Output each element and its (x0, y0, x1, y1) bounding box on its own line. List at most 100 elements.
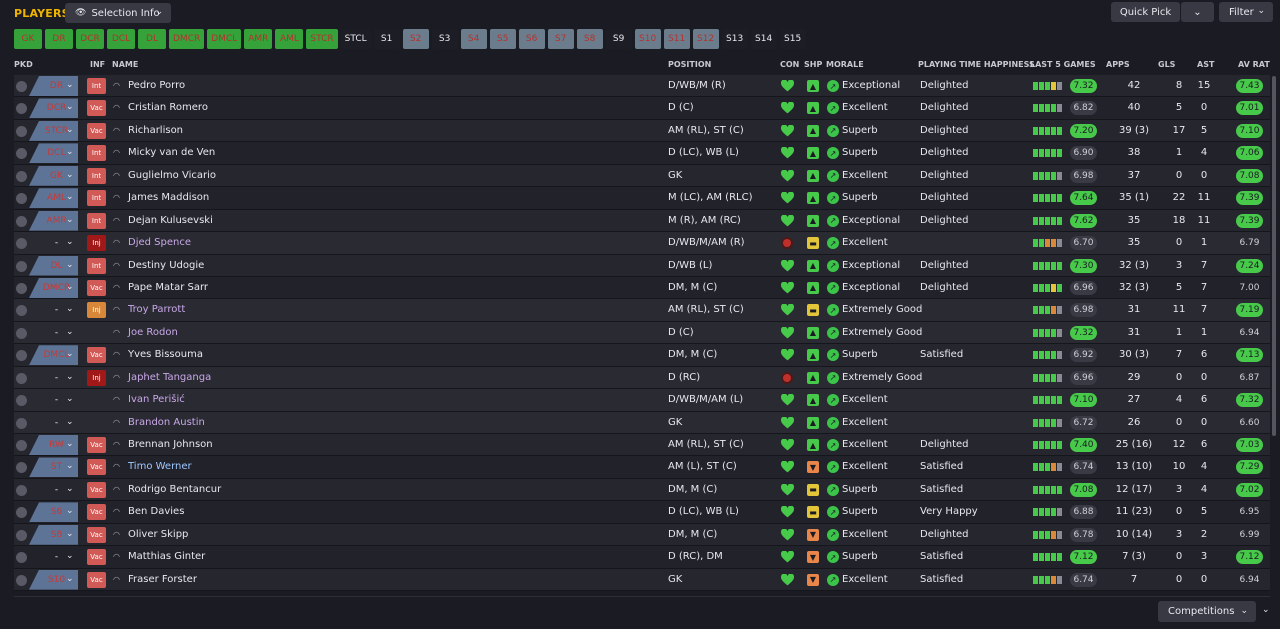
player-name[interactable]: Djed Spence (128, 237, 191, 249)
picked-position-select[interactable]: ST (29, 457, 78, 478)
position-chip[interactable]: S8 (576, 29, 603, 49)
player-name[interactable]: James Maddison (128, 192, 210, 204)
chevron-down-icon[interactable]: ⌄ (66, 169, 74, 180)
player-name[interactable]: Brennan Johnson (128, 439, 213, 450)
position-chip[interactable]: AML (275, 29, 304, 49)
player-name[interactable]: Cristian Romero (128, 102, 208, 114)
player-name[interactable]: Yves Bissouma (128, 349, 203, 361)
quick-pick-button[interactable]: Quick Pick (1111, 2, 1180, 22)
table-row[interactable]: DR ⌄ Int ◠ Pedro Porro D/WB/M (R) ▲ ↗ Exceptiona… (14, 75, 1270, 98)
player-name[interactable]: Pedro Porro (128, 80, 186, 91)
chevron-down-icon[interactable]: ⌄ (66, 326, 74, 337)
chevron-down-icon[interactable]: ⌄ (66, 102, 74, 113)
select-checkbox[interactable] (16, 462, 27, 474)
select-checkbox[interactable] (16, 215, 27, 227)
filter-button[interactable]: Filter ⌄ (1219, 2, 1273, 22)
position-chip[interactable]: STCL (340, 29, 371, 49)
player-name[interactable]: Richarlison (128, 124, 184, 136)
col-last5[interactable]: LAST 5 GAMES (1030, 60, 1096, 69)
player-name[interactable]: Micky van de Ven (128, 147, 216, 159)
select-checkbox[interactable] (16, 81, 27, 92)
picked-position-select[interactable]: - (54, 417, 59, 428)
col-happiness[interactable]: PLAYING TIME HAPPINESS (918, 60, 1035, 69)
picked-position-select[interactable]: AMR (29, 210, 78, 231)
table-row[interactable]: DCR ⌄ Vac ◠ Cristian Romero D (C) ▲ ↗ Excellent D… (14, 97, 1270, 120)
position-chip[interactable]: S3 (431, 29, 458, 49)
table-row[interactable]: S6 ⌄ Vac ◠ Ben Davies D (LC), WB (L) ▬ ↗ Superb V… (14, 501, 1270, 524)
chevron-down-icon[interactable]: ⌄ (66, 80, 74, 90)
chevron-down-icon[interactable]: ⌄ (66, 573, 74, 584)
table-row[interactable]: DCL ⌄ Int ◠ Micky van de Ven D (LC), WB (L) ▲ ↗… (14, 142, 1270, 165)
table-row[interactable]: - ⌄ Inj ◠ Troy Parrott AM (RL), ST (C) ▬ ↗ Extre… (14, 299, 1270, 322)
picked-position-select[interactable]: - (54, 327, 59, 338)
table-row[interactable]: DL ⌄ Int ◠ Destiny Udogie D/WB (L) ▲ ↗ Exception… (14, 254, 1270, 277)
table-row[interactable]: - ⌄ Inj ◠ Japhet Tanganga D (RC) ▲ ↗ Extremely G… (14, 366, 1270, 390)
position-chip[interactable]: S2 (402, 29, 429, 49)
position-chip[interactable]: S14 (750, 29, 777, 49)
table-row[interactable]: RW ⌄ Vac ◠ Brennan Johnson AM (RL), ST (C) ▲ ↗ E… (14, 434, 1270, 457)
select-checkbox[interactable] (16, 440, 27, 451)
picked-position-select[interactable]: S6 (29, 502, 78, 523)
player-name[interactable]: Joe Rodon (128, 326, 178, 338)
player-name[interactable]: Timo Werner (128, 461, 192, 473)
position-chip[interactable]: S5 (489, 29, 516, 49)
picked-position-select[interactable]: DMCR (29, 277, 78, 298)
chevron-down-icon[interactable]: ⌄ (66, 349, 74, 360)
col-apps[interactable]: APPS (1106, 60, 1130, 69)
player-name[interactable]: Pape Matar Sarr (128, 281, 209, 293)
picked-position-select[interactable]: - (54, 305, 59, 316)
picked-position-select[interactable]: DMCL (29, 345, 78, 366)
info-badge[interactable]: Vac (87, 279, 106, 296)
select-checkbox[interactable] (16, 327, 27, 339)
col-inf[interactable]: INF (90, 60, 106, 69)
picked-position-select[interactable]: GK (29, 165, 78, 186)
info-badge[interactable]: Int (87, 145, 106, 162)
chevron-down-icon[interactable]: ⌄ (66, 483, 74, 494)
table-row[interactable]: - ⌄ Vac ◠ Rodrigo Bentancur DM, M (C) ▬ ↗ Superb… (14, 478, 1270, 502)
select-checkbox[interactable] (16, 574, 27, 586)
info-badge[interactable]: Vac (87, 526, 106, 543)
position-chip[interactable]: DCL (107, 29, 135, 49)
info-badge[interactable]: Int (87, 78, 106, 94)
position-chip[interactable]: S1 (373, 29, 400, 49)
select-checkbox[interactable] (16, 552, 27, 564)
chevron-down-icon[interactable]: ⌄ (66, 192, 74, 203)
player-name[interactable]: Ivan Perišić (128, 394, 185, 406)
info-badge[interactable]: Inj (87, 369, 106, 386)
table-row[interactable]: - ⌄ Vac ◠ Matthias Ginter D (RC), DM ▼ ↗ Superb S… (14, 546, 1270, 569)
chevron-down-icon[interactable]: ⌄ (1262, 605, 1270, 615)
picked-position-select[interactable]: - (54, 238, 59, 249)
position-chip[interactable]: S12 (692, 29, 719, 49)
picked-position-select[interactable]: S8 (29, 524, 78, 545)
position-chip[interactable]: GK (14, 29, 42, 49)
picked-position-select[interactable]: - (54, 372, 59, 383)
position-chip[interactable]: S4 (460, 29, 487, 49)
info-badge[interactable]: Int (87, 167, 106, 184)
col-morale[interactable]: MORALE (826, 60, 864, 69)
picked-position-select[interactable]: DL (29, 255, 78, 276)
chevron-down-icon[interactable]: ⌄ (66, 259, 74, 270)
picked-position-select[interactable]: DCR (29, 98, 78, 119)
chevron-down-icon[interactable]: ⌄ (66, 147, 74, 158)
info-badge[interactable]: Vac (87, 504, 106, 521)
table-row[interactable]: AMR ⌄ Int ◠ Dejan Kulusevski M (R), AM (RC) ▲ ↗… (14, 209, 1270, 233)
info-badge[interactable]: Inj (87, 302, 106, 319)
position-chip[interactable]: STCR (306, 29, 338, 49)
table-row[interactable]: S8 ⌄ Vac ◠ Oliver Skipp DM, M (C) ▼ ↗ Excellent D… (14, 523, 1270, 547)
player-name[interactable]: Dejan Kulusevski (128, 214, 213, 226)
table-row[interactable]: GK ⌄ Int ◠ Guglielmo Vicario GK ▲ ↗ Excellent Del… (14, 164, 1270, 188)
scrollbar[interactable] (1272, 76, 1276, 436)
position-chip[interactable]: S10 (634, 29, 661, 49)
select-checkbox[interactable] (16, 170, 27, 182)
chevron-down-icon[interactable]: ⌄ (66, 528, 74, 539)
position-chip[interactable]: AMR (244, 29, 273, 49)
select-checkbox[interactable] (16, 193, 27, 205)
picked-position-select[interactable]: STCR (29, 120, 78, 141)
picked-position-select[interactable]: - (54, 552, 59, 563)
select-checkbox[interactable] (16, 305, 27, 317)
player-name[interactable]: Rodrigo Bentancur (128, 483, 222, 495)
player-name[interactable]: Destiny Udogie (128, 259, 205, 271)
info-badge[interactable]: Vac (87, 571, 106, 588)
select-checkbox[interactable] (16, 260, 27, 272)
table-row[interactable]: DMCR ⌄ Vac ◠ Pape Matar Sarr DM, M (C) ▲ ↗ Excep… (14, 276, 1270, 300)
